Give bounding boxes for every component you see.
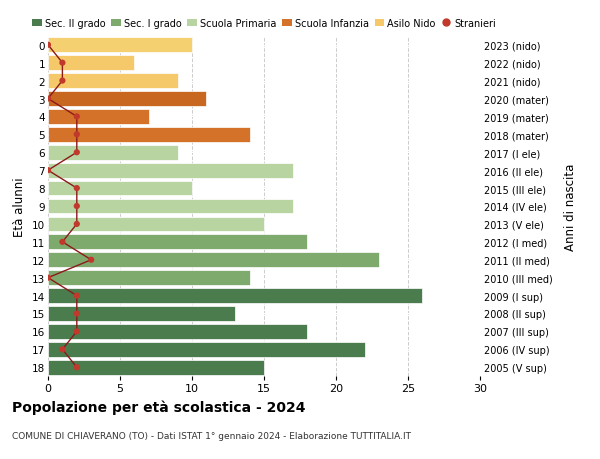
Point [86,257,96,264]
Bar [48,360,264,375]
Point [72,185,82,192]
Bar [48,199,293,214]
Point [72,310,82,318]
Bar [48,39,192,53]
Bar [48,56,134,71]
Bar [48,325,307,339]
Text: Popolazione per età scolastica - 2024: Popolazione per età scolastica - 2024 [12,399,305,414]
Bar [48,110,149,124]
Legend: Sec. II grado, Sec. I grado, Scuola Primaria, Scuola Infanzia, Asilo Nido, Stran: Sec. II grado, Sec. I grado, Scuola Prim… [32,18,496,28]
Point [72,221,82,228]
Point [58,60,67,67]
Bar [48,289,422,303]
Bar [48,74,178,89]
Y-axis label: Anni di nascita: Anni di nascita [564,163,577,250]
Bar [48,307,235,321]
Bar [48,253,379,268]
Bar [48,217,264,232]
Bar [48,181,192,196]
Bar [48,271,250,285]
Bar [48,146,178,160]
Bar [48,163,293,178]
Point [43,42,53,49]
Point [43,95,53,103]
Point [43,274,53,282]
Bar [48,235,307,250]
Point [72,149,82,157]
Point [72,328,82,336]
Point [58,346,67,353]
Point [72,113,82,121]
Point [72,131,82,139]
Point [58,239,67,246]
Bar [48,128,250,142]
Point [43,167,53,174]
Point [72,292,82,300]
Bar [48,342,365,357]
Y-axis label: Età alunni: Età alunni [13,177,26,236]
Point [72,364,82,371]
Bar [48,92,206,106]
Point [58,78,67,85]
Point [72,203,82,210]
Text: COMUNE DI CHIAVERANO (TO) - Dati ISTAT 1° gennaio 2024 - Elaborazione TUTTITALIA: COMUNE DI CHIAVERANO (TO) - Dati ISTAT 1… [12,431,411,441]
